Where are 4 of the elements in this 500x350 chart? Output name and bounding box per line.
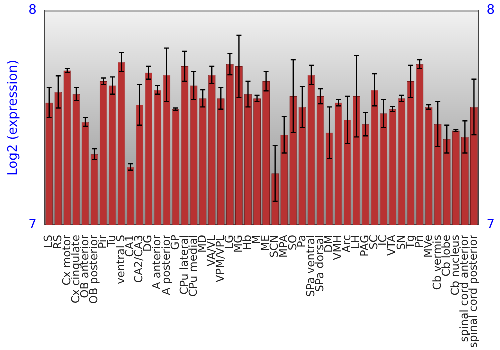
y2-tick-label: 8 bbox=[486, 3, 496, 18]
y2-tick-label: 7 bbox=[486, 217, 496, 232]
y-axis-title: Log2 (expression) bbox=[6, 60, 22, 176]
x-tick-label: A posterior bbox=[160, 234, 173, 296]
